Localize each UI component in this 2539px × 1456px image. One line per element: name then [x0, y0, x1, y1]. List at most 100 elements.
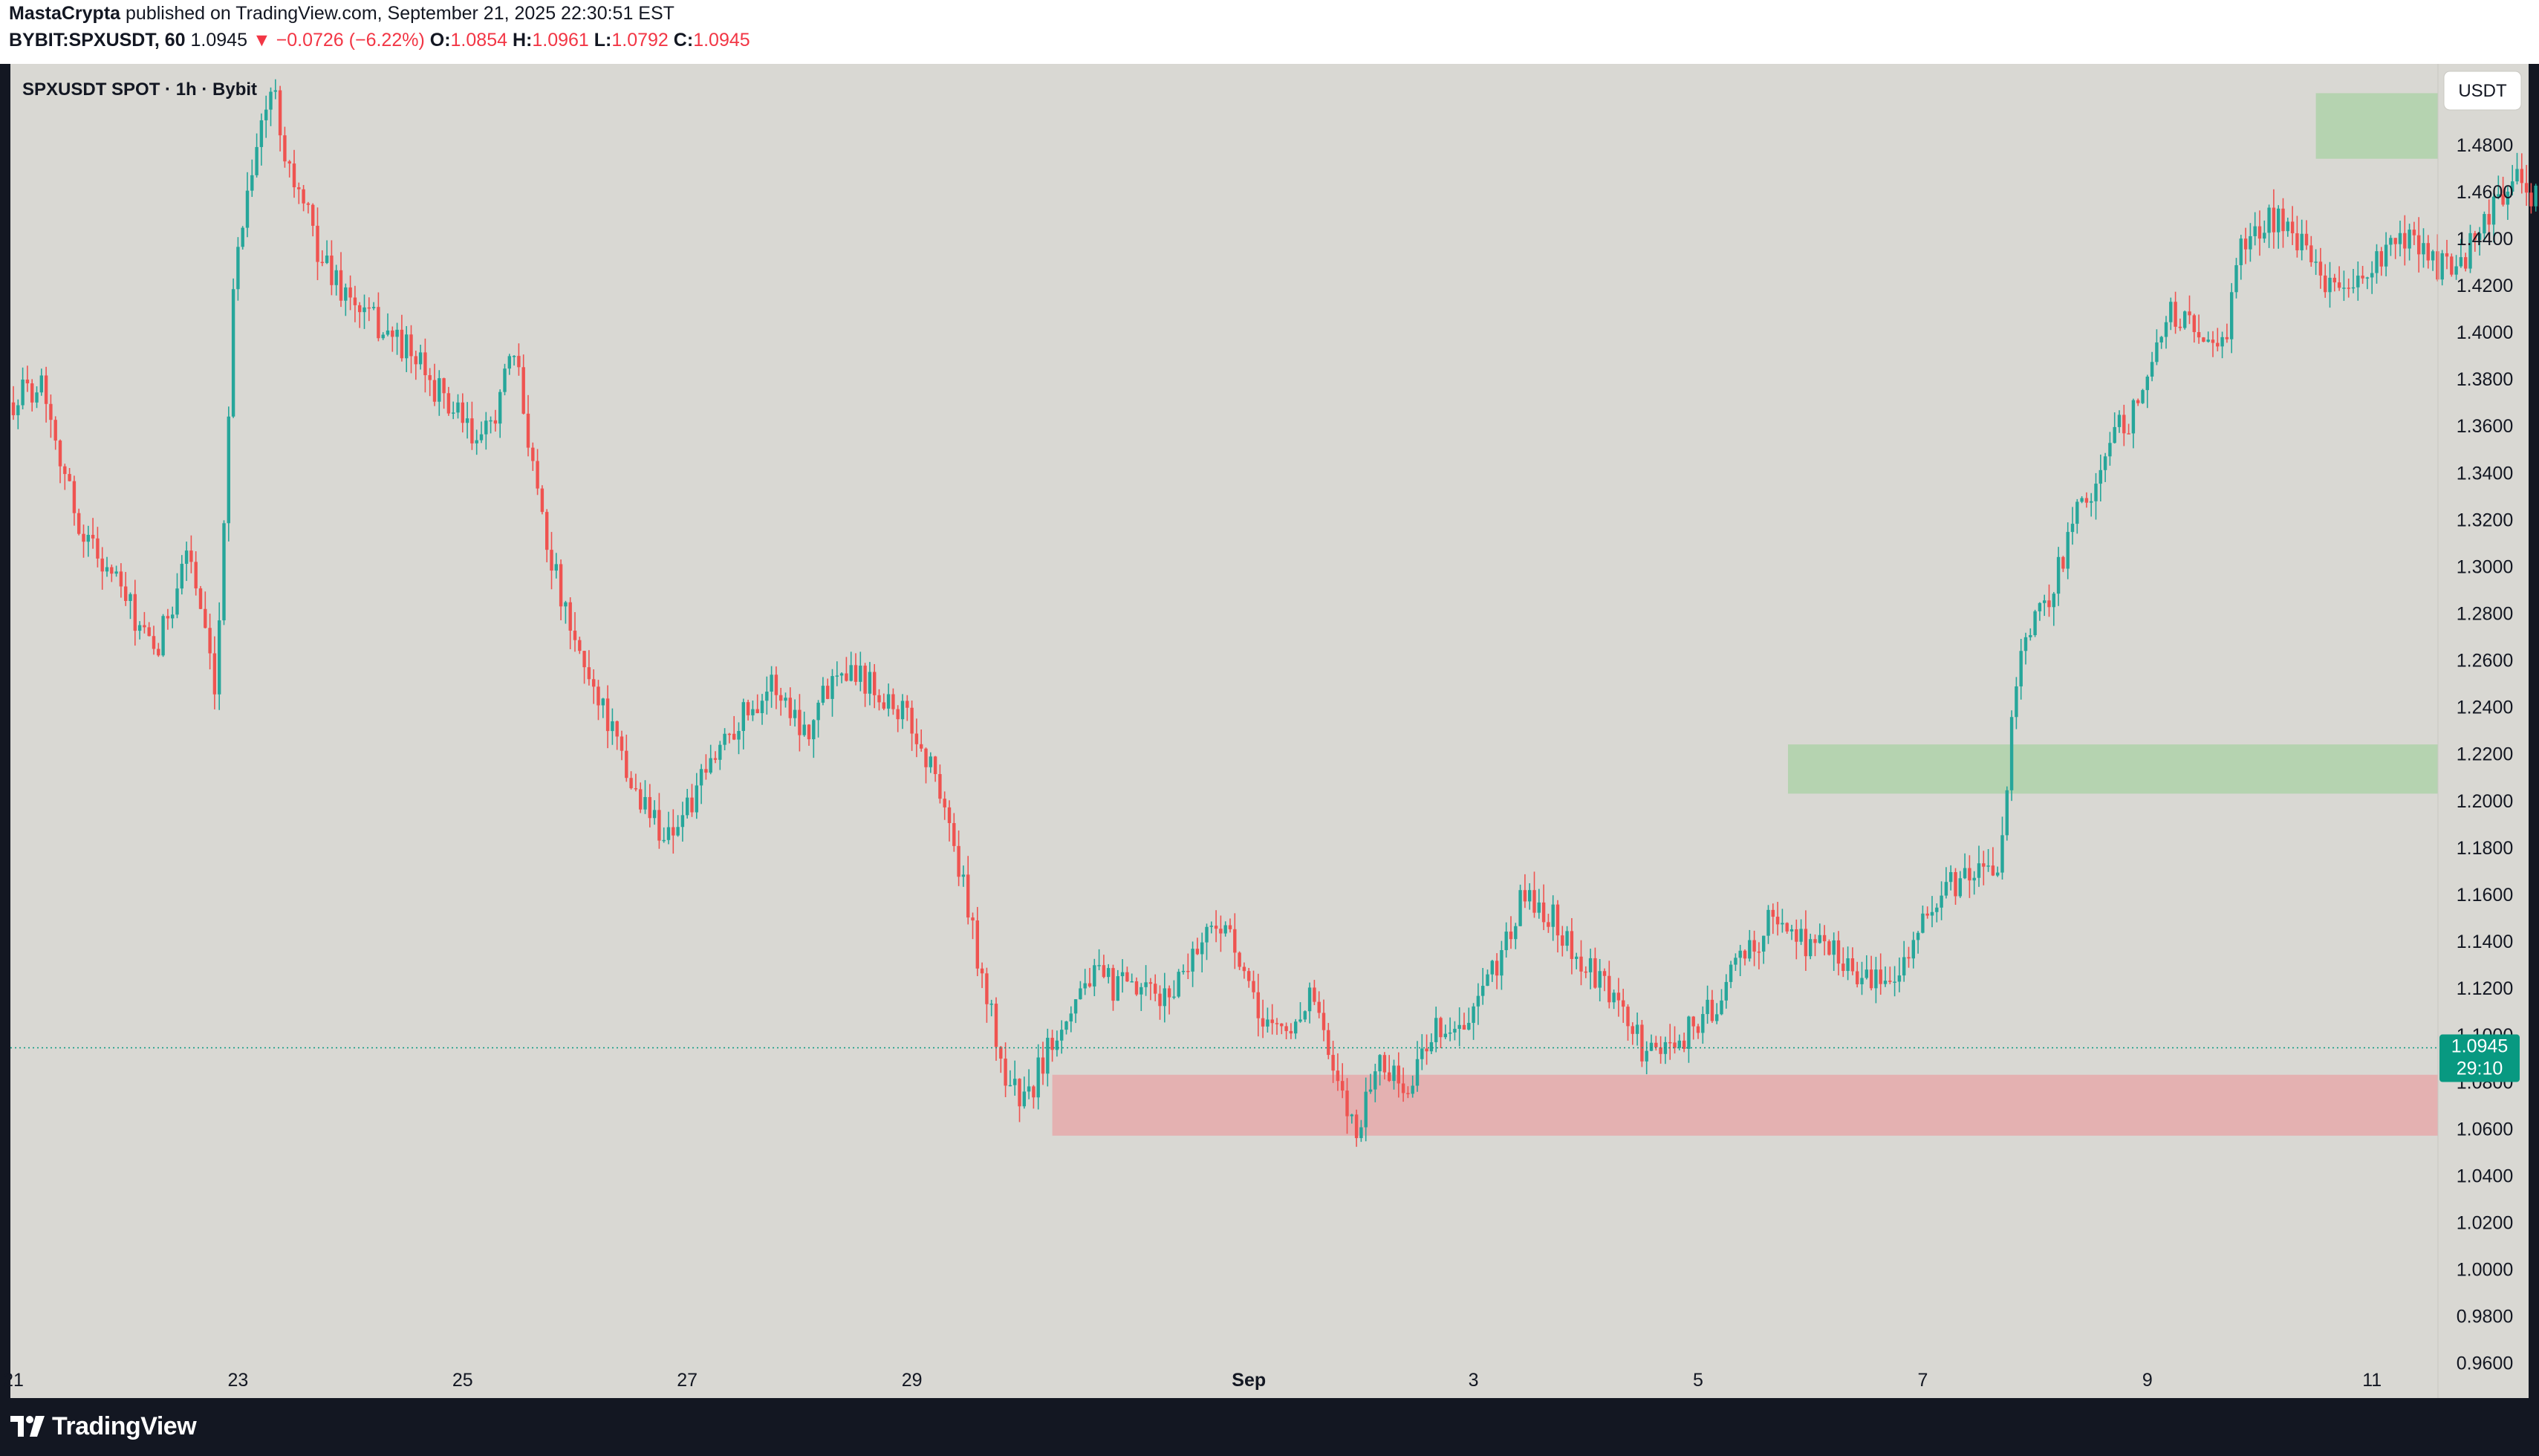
time-tick-label: Sep — [1232, 1370, 1266, 1391]
candle-body — [620, 736, 624, 751]
candle-body — [30, 383, 34, 403]
candle-body — [409, 334, 413, 357]
candle-body — [1991, 865, 1995, 876]
footer-bar: TradingView — [0, 1398, 2539, 1456]
candle-body — [386, 330, 390, 335]
candle-body — [377, 307, 380, 339]
candle-body — [264, 109, 268, 120]
candle-body — [1789, 929, 1794, 932]
candle-body — [2304, 233, 2309, 246]
candle-body — [1107, 968, 1111, 978]
candle-body — [1256, 992, 1260, 1018]
candle-body — [1874, 969, 1878, 989]
candle-body — [1200, 942, 1204, 955]
candle-body — [1547, 922, 1550, 927]
price-tick-label: 1.3600 — [2457, 416, 2513, 437]
candle-body — [175, 588, 179, 615]
candle-body — [1668, 1041, 1672, 1044]
candle-body — [980, 968, 984, 974]
tradingview-logo[interactable]: TradingView — [10, 1410, 197, 1443]
candle-body — [699, 769, 703, 786]
candle-body — [2393, 238, 2397, 244]
close-label: C: — [673, 30, 694, 51]
time-axis[interactable]: 21 23 25 27 29 Sep 3 5 7 9 11 — [3, 1370, 2382, 1391]
candle-body — [1476, 995, 1480, 1007]
price-tick-label: 1.2400 — [2457, 698, 2513, 718]
candle-body — [605, 698, 610, 732]
candle-body — [573, 630, 577, 640]
candle-body — [854, 665, 858, 682]
open-value: 1.0854 — [450, 30, 507, 51]
candle-body — [2412, 230, 2416, 235]
candle-body — [1986, 865, 1990, 867]
candle-body — [124, 586, 128, 601]
candle-body — [358, 305, 362, 313]
candle-body — [1186, 970, 1190, 972]
candle-body — [1856, 971, 1859, 984]
candle-body — [1163, 988, 1166, 1007]
candle-body — [1677, 1040, 1681, 1048]
candle-body — [212, 653, 217, 695]
candle-body — [1818, 935, 1821, 943]
candle-body — [1134, 981, 1139, 995]
symbol-label: BYBIT:SPXUSDT, 60 — [9, 30, 186, 51]
candle-body — [1018, 1079, 1021, 1107]
candle-body — [2052, 594, 2055, 608]
candle-body — [568, 602, 572, 631]
candle-body — [2216, 342, 2220, 347]
candle-body — [418, 352, 423, 365]
candle-body — [1154, 984, 1157, 994]
change-value: −0.0726 (−6.22%) — [276, 30, 425, 51]
price-tick-label: 1.4000 — [2457, 322, 2513, 343]
candle-body — [1457, 1024, 1461, 1029]
price-axis[interactable]: 1.4800 1.4600 1.4400 1.4200 1.4000 1.3800 1.36… — [2457, 135, 2513, 1374]
chart-legend-title: SPXUSDT SPOT · 1h · Bybit — [22, 79, 257, 100]
candle-body — [2459, 257, 2463, 267]
candle-body — [2136, 400, 2140, 403]
high-label: H: — [512, 30, 533, 51]
author-name[interactable]: MastaCrypta — [9, 3, 121, 24]
candle-body — [498, 391, 502, 424]
candle-body — [2422, 243, 2425, 255]
candle-body — [1205, 926, 1209, 943]
candle-body — [1822, 935, 1827, 942]
time-tick-label: 9 — [2142, 1370, 2153, 1391]
candle-body — [1008, 1085, 1012, 1087]
candle-body — [1602, 971, 1607, 976]
candle-body — [283, 135, 287, 162]
candle-body — [578, 640, 582, 651]
candle-body — [2033, 611, 2037, 636]
candle-body — [554, 564, 558, 571]
candle-body — [2314, 261, 2318, 263]
candle-body — [446, 393, 451, 414]
candle-body — [1392, 1065, 1396, 1082]
candle-body — [2328, 277, 2332, 293]
candle-body — [2351, 287, 2356, 289]
candle-body — [1055, 1040, 1059, 1050]
candle-body — [896, 709, 900, 720]
candle-body — [1528, 890, 1532, 902]
candle-body — [479, 434, 484, 441]
candle-body — [1036, 1057, 1040, 1098]
candle-body — [218, 620, 221, 695]
candle-body — [1944, 882, 1948, 896]
price-chart[interactable]: 1.4800 1.4600 1.4400 1.4200 1.4000 1.3800 1.36… — [0, 64, 2539, 1398]
candle-body — [634, 788, 638, 790]
candle-body — [2000, 835, 2004, 873]
candle-body — [461, 402, 464, 423]
tradingview-logo-icon — [10, 1416, 45, 1437]
candle-body — [1083, 983, 1087, 989]
candle-body — [592, 679, 596, 687]
candle-body — [845, 673, 848, 681]
candle-body — [868, 672, 872, 694]
candle-body — [2375, 251, 2379, 273]
candle-body — [133, 594, 137, 631]
candle-body — [1242, 966, 1246, 972]
candle-body — [657, 810, 661, 841]
candle-body — [2197, 332, 2201, 338]
candle-body — [1523, 890, 1527, 902]
close-value: 1.0945 — [693, 30, 750, 51]
candle-body — [1336, 1070, 1340, 1082]
currency-button[interactable]: USDT — [2443, 71, 2522, 111]
candle-body — [484, 420, 488, 435]
